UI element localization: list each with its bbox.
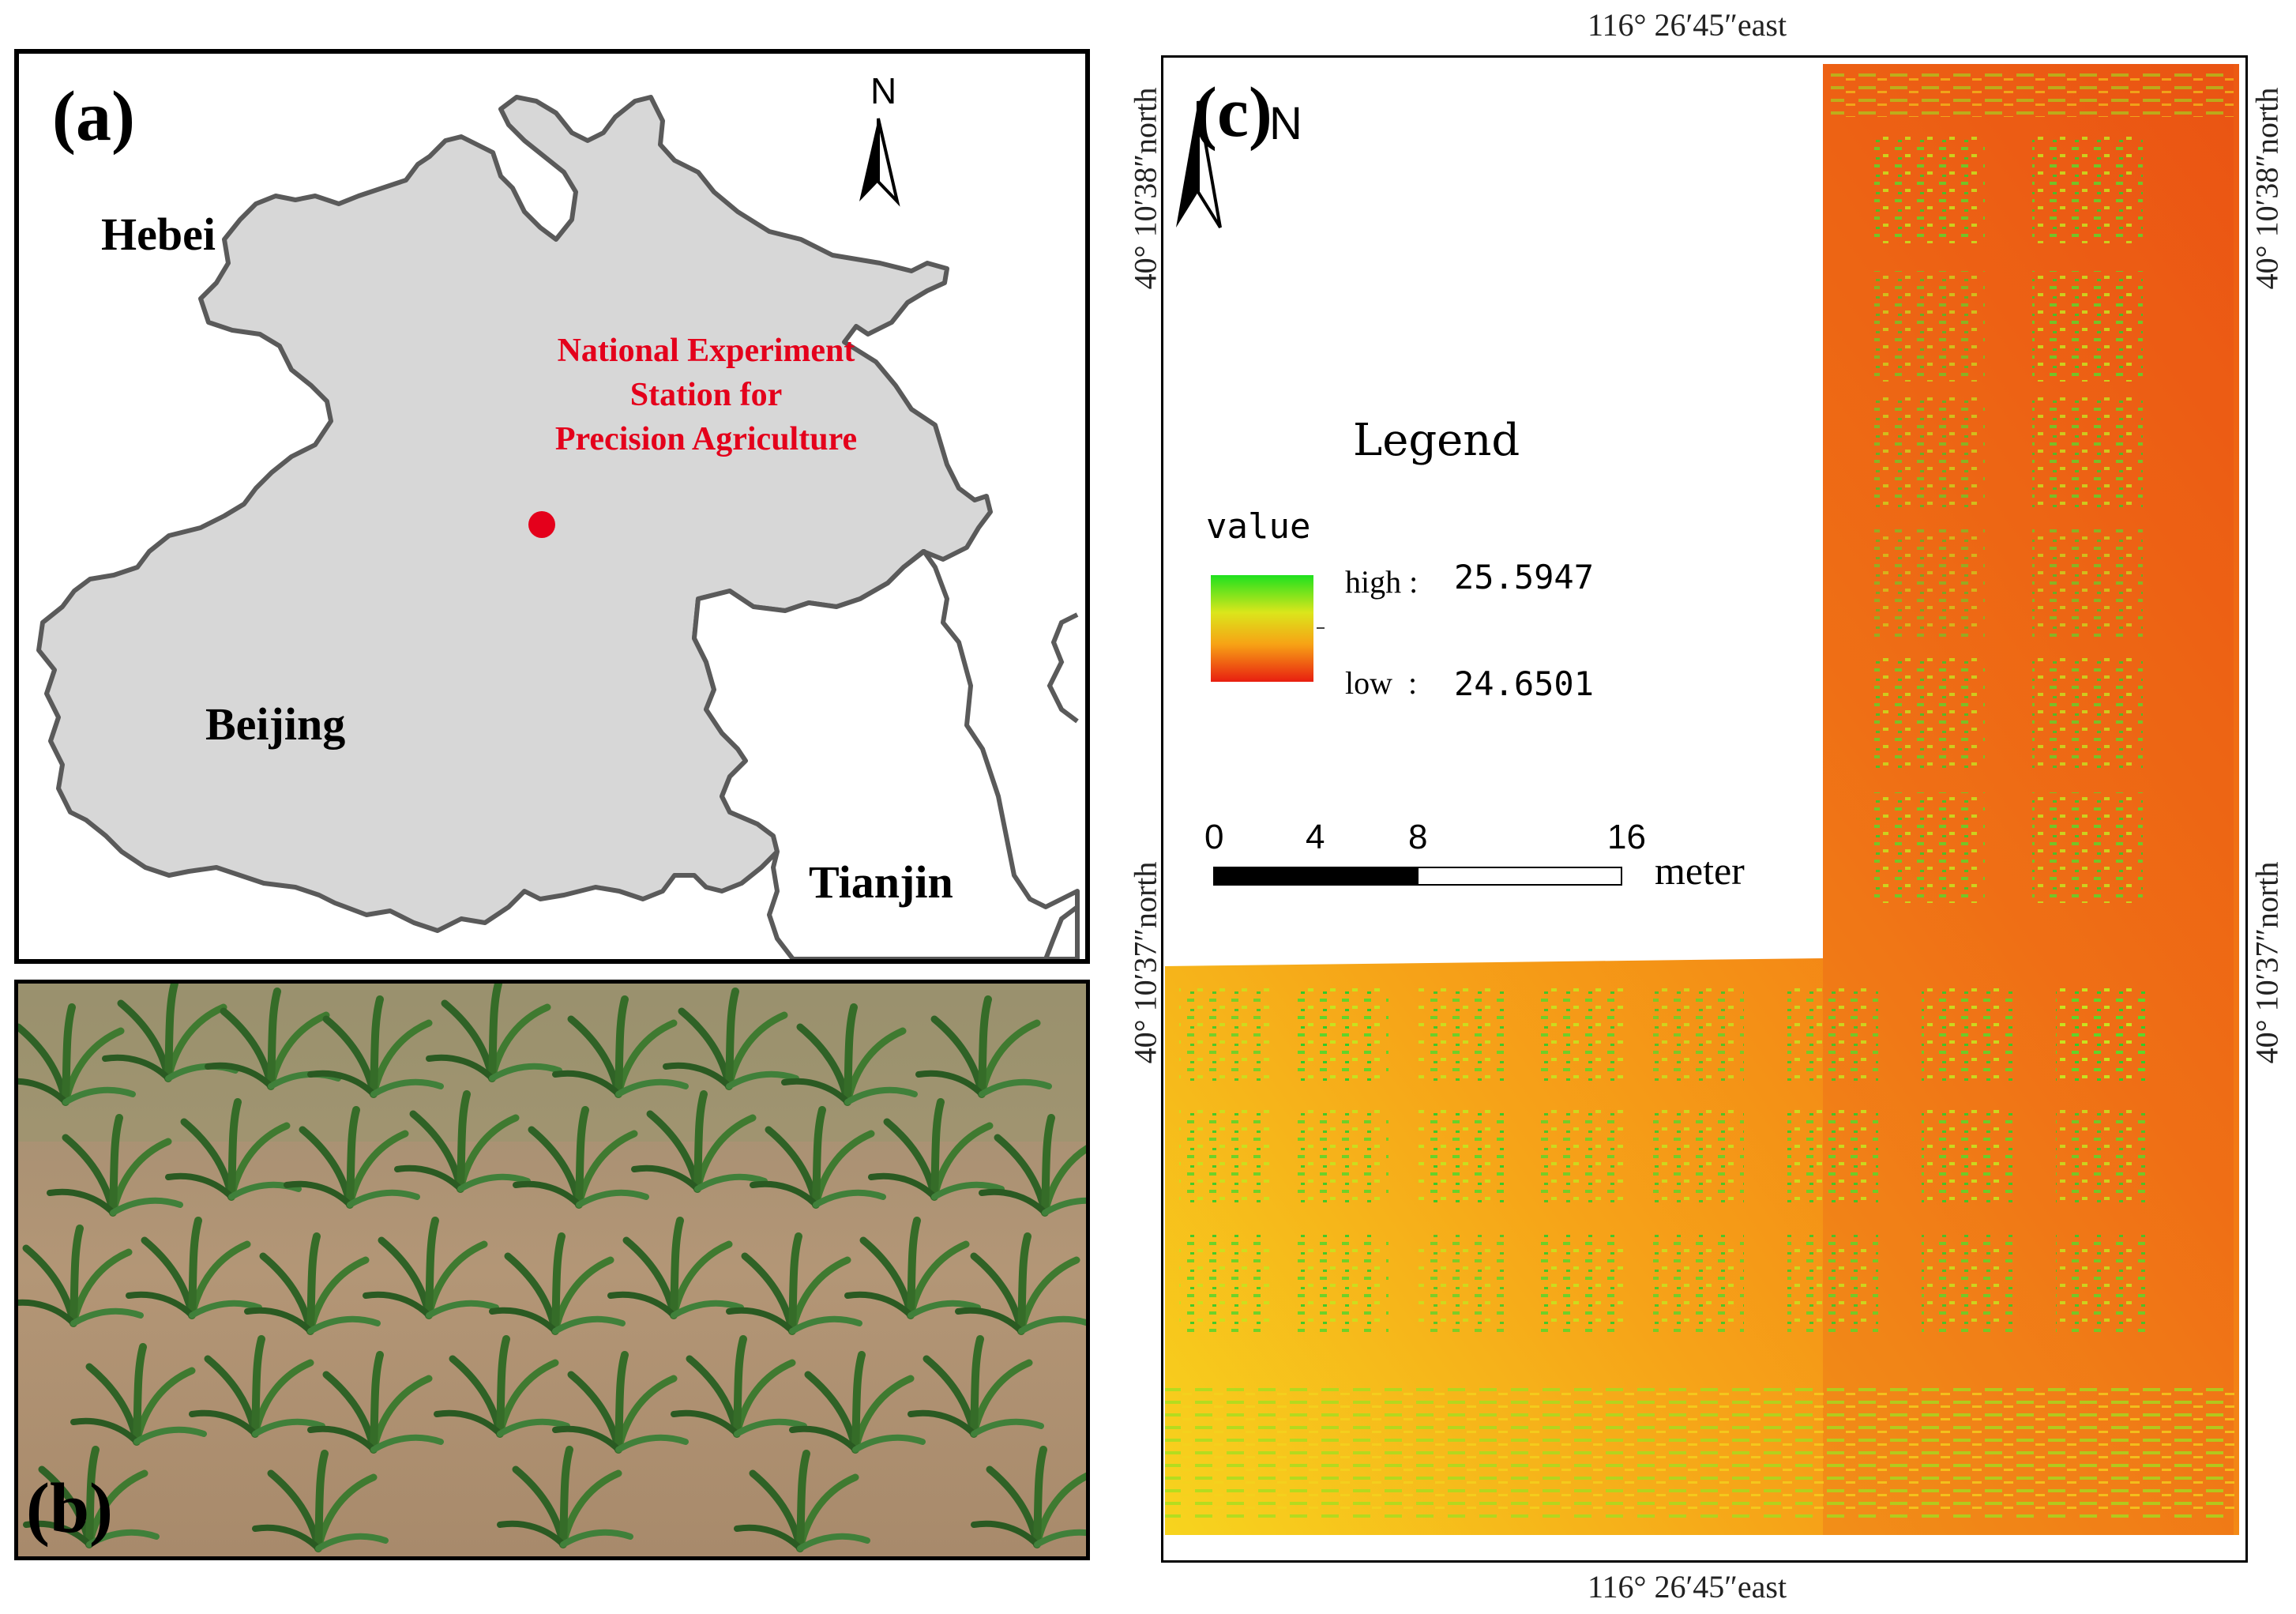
north-label-a: N xyxy=(870,70,897,111)
legend-high-value: 25.5947 xyxy=(1454,558,1595,596)
station-line-1: National Experiment xyxy=(557,333,855,369)
coord-left-lower-north: 40° 10′37″north xyxy=(1127,861,1163,1064)
panel-c-raster-map: (c) N Legend value high : 25.5947 low : … xyxy=(1161,55,2248,1563)
north-label-c: N xyxy=(1269,98,1302,149)
legend-field-name: value xyxy=(1206,506,1311,547)
region-label-beijing: Beijing xyxy=(205,698,346,750)
coord-left-upper-north: 40° 10′38″north xyxy=(1127,87,1163,290)
panel-label-a: (a) xyxy=(52,77,135,156)
station-marker xyxy=(528,511,555,538)
panel-a-location-map: (a) N Hebei Beijing Tianjin National Exp… xyxy=(14,49,1090,964)
tianjin-area xyxy=(692,549,1080,959)
scale-tick-8: 8 xyxy=(1408,818,1428,856)
plot-grid xyxy=(1165,73,2235,1519)
legend-low-value: 24.6501 xyxy=(1454,664,1595,703)
legend-title: Legend xyxy=(1353,415,1520,466)
station-line-3: Precision Agriculture xyxy=(554,421,858,457)
maize-field-photo xyxy=(18,984,1086,1556)
coord-right-upper-north: 40° 10′38″north xyxy=(2249,87,2285,290)
coord-right-lower-north: 40° 10′37″north xyxy=(2249,861,2285,1064)
coord-bottom-east: 116° 26′45″east xyxy=(1588,1569,1787,1605)
scale-tick-0: 0 xyxy=(1204,818,1224,856)
legend-gradient-bar xyxy=(1211,575,1313,682)
region-label-tianjin: Tianjin xyxy=(809,856,953,908)
north-arrow-icon xyxy=(1176,100,1222,229)
raster-field-svg xyxy=(1165,64,2239,1535)
legend-high-label: high : xyxy=(1345,564,1419,600)
scale-unit: meter xyxy=(1655,848,1745,893)
panel-label-b: (b) xyxy=(26,1469,113,1548)
station-label: National Experiment Station for Precisio… xyxy=(461,329,951,461)
hebei-fragment xyxy=(1047,612,1079,724)
hebei-fragment-south xyxy=(1043,905,1079,959)
north-arrow-icon xyxy=(859,118,900,207)
beijing-boundary-map xyxy=(36,95,1080,959)
panel-b-field-photo: (b) xyxy=(14,980,1090,1560)
scale-tick-4: 4 xyxy=(1306,818,1325,856)
station-line-2: Station for xyxy=(629,377,783,413)
beijing-area xyxy=(36,95,993,933)
scale-bar xyxy=(1213,867,1622,886)
legend-low-label: low : xyxy=(1345,665,1418,701)
panel-label-c: (c) xyxy=(1193,73,1272,152)
coord-top-east: 116° 26′45″east xyxy=(1588,7,1787,43)
scale-tick-16: 16 xyxy=(1607,818,1646,856)
region-label-hebei: Hebei xyxy=(101,209,216,260)
